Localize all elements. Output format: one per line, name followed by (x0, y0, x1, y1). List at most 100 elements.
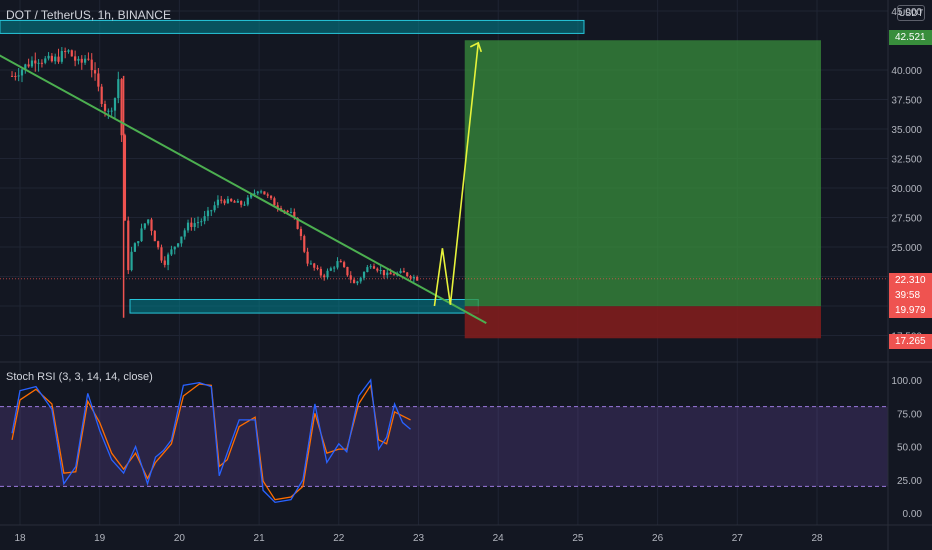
candle-body (316, 267, 319, 269)
candle-body (349, 275, 352, 280)
candle-body (173, 246, 176, 250)
candle-body (389, 272, 392, 275)
candle-body (147, 219, 150, 224)
stop-price-tag: 17.265 (889, 334, 932, 349)
price-tick-label: 45.000 (891, 7, 922, 18)
support-zone (129, 299, 479, 314)
candle-body (412, 276, 415, 279)
candle-body (406, 272, 409, 277)
candle-body (10, 75, 14, 77)
candle-body (160, 247, 163, 261)
candle-body (366, 267, 369, 273)
time-tick-label: 28 (811, 533, 823, 544)
candle-body (127, 220, 130, 271)
candle-body (386, 272, 389, 276)
stoch-rsi-title[interactable]: Stoch RSI (3, 3, 14, 14, close) (6, 371, 153, 383)
projection-arrowhead (469, 41, 483, 53)
candle-body (100, 86, 103, 104)
candle-body (233, 201, 236, 203)
loss-zone (464, 306, 821, 339)
candle-body (186, 222, 190, 231)
candle-body (382, 269, 386, 276)
candle-body (157, 241, 160, 248)
candle-body (107, 110, 110, 112)
candle-body (24, 64, 27, 70)
candle-body (90, 59, 93, 71)
candle-body (392, 274, 396, 276)
candle-body (64, 51, 67, 53)
candle-body (183, 230, 186, 237)
candle-body (163, 260, 166, 265)
rsi-tick-label: 75.00 (897, 409, 922, 420)
candle-body (20, 69, 24, 76)
candle-body (246, 197, 249, 205)
time-tick-label: 24 (493, 533, 505, 544)
candle-body (399, 270, 402, 274)
candle-body (50, 55, 53, 62)
candle-body (206, 210, 210, 217)
candle-body (83, 58, 87, 63)
candle-body (190, 222, 193, 227)
candle-body (269, 195, 273, 199)
candle-body (240, 201, 243, 205)
candle-body (203, 216, 206, 222)
rsi-tick-label: 50.00 (897, 443, 922, 454)
candle-body (346, 266, 349, 276)
candle-body (196, 222, 200, 224)
price-tick-label: 32.500 (891, 155, 922, 166)
candle-body (369, 266, 372, 268)
price-tick-label: 40.000 (891, 66, 922, 77)
trade-zones (0, 19, 888, 339)
drawings (0, 41, 487, 324)
candle-body (286, 210, 289, 213)
candle-body (243, 204, 246, 206)
candle-body (113, 98, 117, 111)
candle-body (293, 211, 296, 218)
candle-body (402, 270, 405, 273)
candle-body (253, 193, 256, 195)
candle-body (180, 236, 183, 244)
candle-body (167, 254, 170, 265)
price-tick-label: 25.000 (891, 243, 922, 254)
candle-body (37, 62, 40, 64)
candle-body (362, 272, 366, 278)
candle-body (17, 75, 20, 77)
currency-badge[interactable]: USDT (897, 5, 925, 21)
candle-body (289, 211, 293, 213)
candle-body (336, 261, 339, 268)
countdown-tag: 39:58 (889, 288, 932, 303)
candle-body (356, 281, 359, 284)
candle-body (133, 243, 137, 252)
candle-body (299, 228, 303, 237)
descending-trendline (0, 54, 487, 324)
candle-body (74, 56, 77, 61)
rsi-tick-label: 0.00 (903, 509, 923, 520)
candle-body (313, 263, 316, 268)
entry-price-tag: 19.979 (889, 303, 932, 318)
time-tick-label: 18 (14, 533, 26, 544)
candle-body (150, 219, 153, 231)
candle-body (319, 268, 322, 276)
resistance-zone (0, 19, 585, 34)
candle-body (236, 201, 239, 203)
candle-body (170, 249, 173, 255)
candle-body (296, 217, 299, 229)
stoch-k-line (11, 378, 411, 504)
candle-body (123, 135, 127, 221)
candle-body (226, 198, 229, 204)
candle-body (213, 205, 216, 211)
candle-body (329, 268, 332, 271)
symbol-title[interactable]: DOT / TetherUS, 1h, BINANCE (6, 8, 171, 22)
candle-body (193, 223, 196, 227)
rsi-band (0, 406, 888, 487)
candle-body (153, 230, 156, 242)
time-tick-label: 25 (572, 533, 584, 544)
candle-body (67, 50, 70, 52)
profit-zone (464, 40, 821, 307)
candle-body (27, 64, 30, 67)
candle-body (120, 79, 123, 136)
time-tick-label: 22 (333, 533, 345, 544)
candle-body (57, 56, 60, 62)
time-tick-label: 19 (94, 533, 106, 544)
